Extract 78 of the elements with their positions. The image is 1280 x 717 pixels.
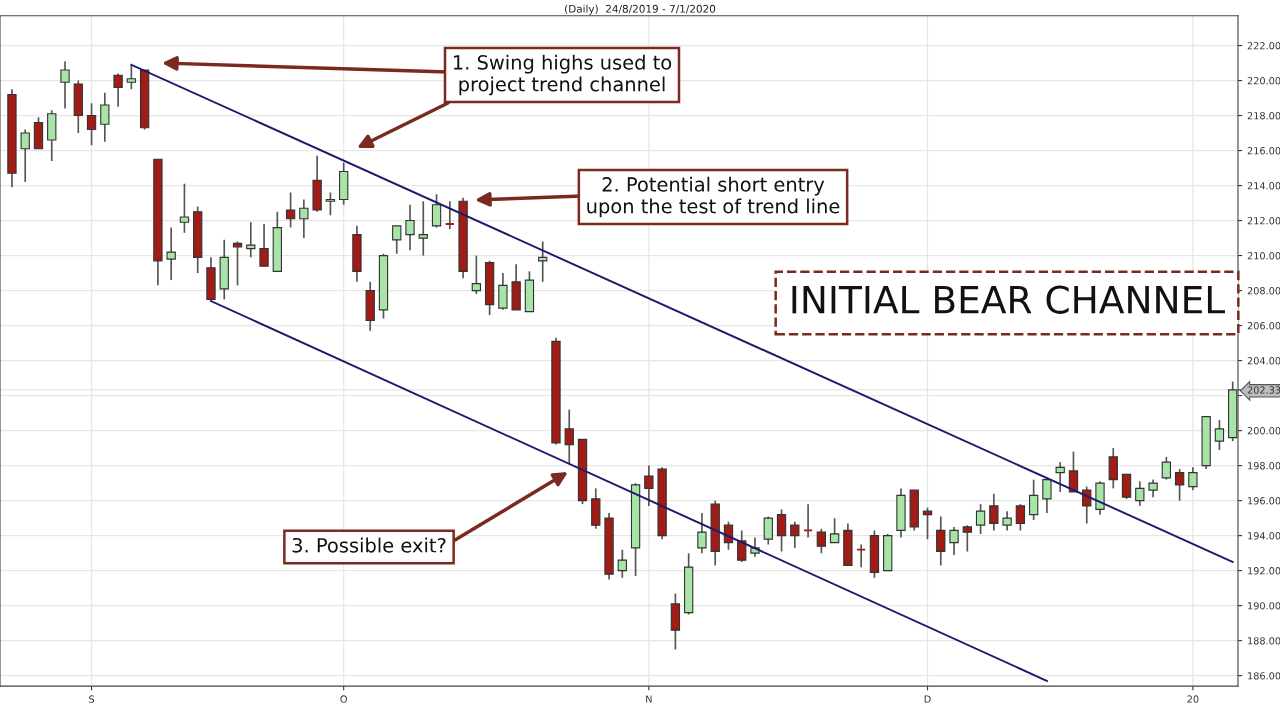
candlestick xyxy=(1028,478,1039,521)
candlestick xyxy=(1121,473,1132,500)
candlestick xyxy=(1161,456,1172,481)
candlestick xyxy=(922,506,933,540)
annotation: 3. Possible exit? xyxy=(292,537,446,553)
candlestick xyxy=(697,512,707,554)
annotation: 1. Swing highs used to project trend channel xyxy=(453,54,672,96)
candlestick xyxy=(1068,450,1079,493)
candlestick xyxy=(60,60,70,110)
candlestick xyxy=(1174,468,1185,502)
y-tick-label: 188.00 xyxy=(1248,637,1280,645)
candlestick xyxy=(763,515,773,546)
candlestick xyxy=(1042,477,1052,514)
x-tick-label: 20 xyxy=(1187,695,1199,703)
candlestick xyxy=(405,203,415,252)
candlestick xyxy=(1214,419,1225,451)
x-tick-label: N xyxy=(646,695,652,703)
candlestick xyxy=(471,254,482,295)
candlestick xyxy=(989,492,999,532)
y-tick-label: 214.00 xyxy=(1247,182,1280,190)
candlestick xyxy=(100,91,110,143)
annotation: INITIAL BEAR CHANNEL xyxy=(792,285,1225,314)
y-tick-label: 212.00 xyxy=(1247,217,1280,225)
candlestick xyxy=(936,515,946,567)
candlestick xyxy=(1135,480,1145,507)
y-tick-label: 190.00 xyxy=(1248,602,1280,610)
candlestick xyxy=(776,508,787,553)
candlestick xyxy=(829,517,840,544)
candlestick xyxy=(246,221,256,259)
candlestick xyxy=(259,223,269,267)
candlestick xyxy=(1055,461,1065,493)
y-tick-label: 206.00 xyxy=(1247,322,1280,330)
y-tick-label: 200.00 xyxy=(1247,427,1280,435)
candlestick xyxy=(498,272,508,311)
y-tick-label: 204.00 xyxy=(1247,357,1280,365)
y-tick-label: 202.33 xyxy=(1247,386,1280,394)
y-tick-label: 196.00 xyxy=(1248,497,1280,505)
y-tick-label: 210.00 xyxy=(1247,252,1280,260)
y-tick-label: 208.00 xyxy=(1247,287,1280,295)
x-tick-label: D xyxy=(924,695,931,703)
annotation: 2. Potential short entry upon the test of trend line xyxy=(587,176,840,218)
y-tick-label: 192.00 xyxy=(1248,567,1280,575)
y-tick-label: 194.00 xyxy=(1248,532,1280,540)
candlestick xyxy=(816,527,827,554)
y-tick-label: 222.00 xyxy=(1247,42,1280,50)
candlestick xyxy=(617,548,627,579)
candlestick xyxy=(179,182,190,234)
candlestick xyxy=(949,526,959,556)
candlestick xyxy=(325,191,336,217)
x-tick-label: S xyxy=(89,695,95,703)
candlestick xyxy=(790,520,800,549)
candlestick xyxy=(1015,503,1026,532)
y-tick-label: 216.00 xyxy=(1247,147,1280,155)
candlestick xyxy=(418,200,428,257)
candlestick xyxy=(962,524,972,553)
candlestick xyxy=(113,72,123,108)
y-tick-label: 198.00 xyxy=(1248,462,1280,470)
x-tick-label: O xyxy=(340,695,347,703)
chart-title: (Daily) 24/8/2019 - 7/1/2020 xyxy=(565,4,716,15)
candlestick xyxy=(1082,485,1092,525)
candlestick xyxy=(644,464,654,507)
candlestick xyxy=(1108,447,1118,490)
candlestick xyxy=(431,193,442,229)
candlestick xyxy=(299,198,309,239)
candlestick xyxy=(1002,510,1012,532)
candlestick xyxy=(392,224,402,255)
candlestick xyxy=(86,102,97,147)
candlestick xyxy=(737,529,747,563)
candlestick xyxy=(285,191,296,229)
candlestick xyxy=(166,226,176,281)
candlestick xyxy=(20,128,30,183)
candlestick xyxy=(564,408,574,465)
y-tick-label: 220.00 xyxy=(1247,77,1280,85)
y-tick-label: 218.00 xyxy=(1247,112,1280,120)
candlestick xyxy=(126,63,137,91)
candlestick xyxy=(975,503,986,535)
candlestick xyxy=(1188,466,1198,491)
y-tick-label: 186.00 xyxy=(1248,672,1280,680)
